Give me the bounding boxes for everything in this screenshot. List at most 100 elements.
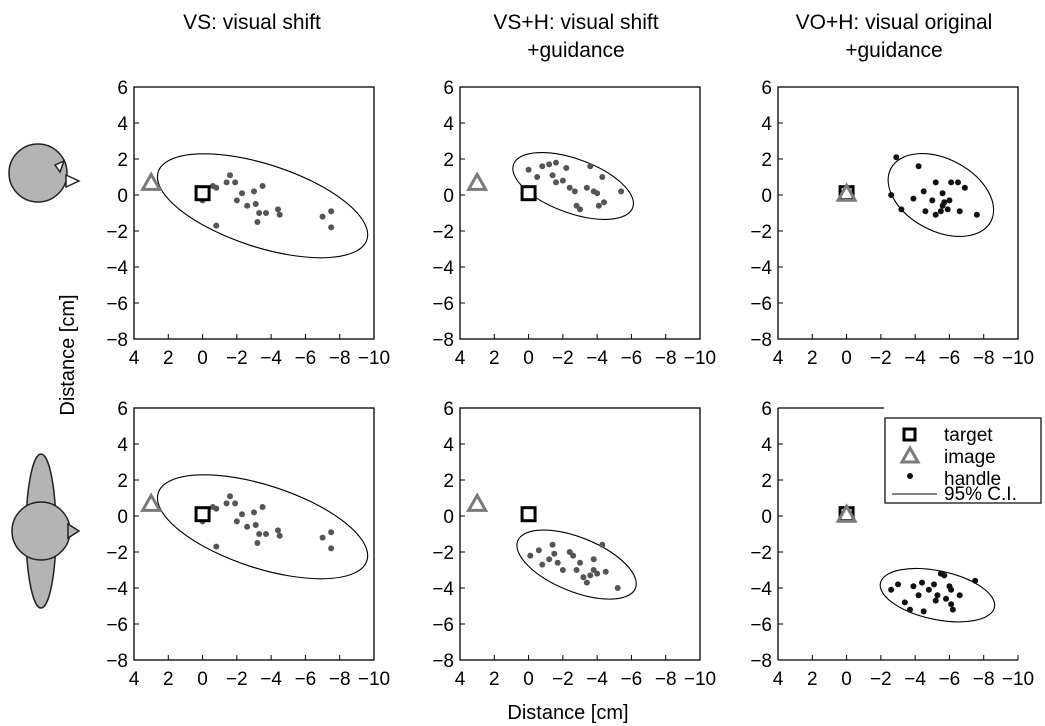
y-tick-label: −4	[750, 579, 772, 600]
handle-point	[946, 197, 953, 204]
handle-point	[256, 210, 263, 216]
y-tick-label: −8	[750, 651, 772, 672]
handle-point	[898, 206, 905, 213]
y-tick-label: 2	[761, 150, 772, 171]
handle-point	[925, 586, 932, 593]
y-tick-label: 2	[117, 471, 128, 492]
plot-frame	[133, 407, 375, 661]
handle-point	[319, 534, 326, 541]
plot-frame	[459, 86, 701, 340]
handle-point	[259, 504, 266, 510]
handle-point	[213, 222, 220, 229]
x-tick-label: −6	[295, 348, 317, 369]
x-tick-label: −4	[904, 348, 926, 369]
handle-point	[932, 597, 939, 604]
y-tick-label: −2	[750, 543, 772, 564]
handle-point	[223, 179, 230, 186]
column-titles: VS: visual shift VS+H: visual shift +gui…	[183, 11, 992, 62]
x-tick-label: −4	[586, 669, 608, 690]
handle-point	[956, 208, 963, 215]
y-axis-label: Distance [cm]	[57, 294, 79, 415]
col-title-1-line-1: VS: visual shift	[183, 11, 321, 34]
y-tick-label: 0	[117, 507, 128, 528]
handle-point	[943, 595, 949, 602]
handle-point	[328, 545, 335, 552]
y-tick-label: −8	[750, 330, 772, 351]
handle-point	[227, 493, 233, 500]
plot-frame	[133, 86, 375, 340]
handle-point	[535, 547, 542, 554]
handle-point	[254, 540, 261, 546]
y-tick-label: 6	[761, 78, 772, 99]
handle-point	[223, 500, 230, 507]
y-tick-label: 2	[443, 150, 454, 171]
handle-point	[614, 585, 621, 591]
x-tick-label: 4	[773, 669, 784, 690]
legend-label-ci: 95% C.I.	[944, 484, 1017, 505]
x-tick-label: −10	[684, 348, 716, 369]
handle-point	[546, 161, 553, 168]
handle-point	[922, 208, 929, 215]
x-tick-label: −6	[295, 669, 317, 690]
handle-point	[328, 529, 335, 536]
x-tick-label: 2	[489, 669, 500, 690]
image-marker	[140, 492, 163, 512]
legend-label-image: image	[944, 447, 996, 468]
x-tick-label: 0	[197, 669, 208, 690]
y-tick-label: −2	[106, 543, 128, 564]
handle-point	[599, 541, 606, 548]
handle-point	[941, 572, 948, 579]
handle-point	[948, 601, 955, 608]
target-marker	[520, 185, 537, 202]
handle-point	[263, 210, 269, 216]
x-tick-label: −4	[904, 669, 926, 690]
y-tick-label: 2	[443, 471, 454, 492]
handle-point	[328, 224, 335, 231]
handle-point	[525, 166, 532, 173]
handle-point	[232, 500, 239, 507]
handle-point	[275, 527, 281, 534]
x-tick-label: −2	[226, 669, 248, 690]
y-tick-label: −8	[106, 651, 128, 672]
y-tick-label: 4	[443, 435, 454, 456]
handle-point	[907, 606, 913, 613]
col-title-2-line-2: +guidance	[527, 39, 625, 62]
x-tick-label: 2	[807, 669, 818, 690]
image-marker	[466, 492, 489, 512]
handle-point	[601, 199, 607, 206]
x-tick-label: 4	[455, 348, 466, 369]
plot-frame	[777, 86, 1019, 340]
handle-point	[254, 219, 261, 225]
handle-point	[594, 190, 601, 197]
confidence-ellipse	[516, 529, 637, 600]
handle-point	[551, 550, 558, 557]
x-tick-label: −8	[655, 669, 677, 690]
handle-point	[573, 567, 580, 573]
handle-point	[244, 523, 251, 530]
handle-point	[239, 190, 245, 197]
x-tick-label: 4	[773, 348, 784, 369]
x-tick-label: −2	[226, 348, 248, 369]
handle-point	[949, 606, 956, 613]
x-tick-label: −2	[870, 669, 892, 690]
handle-point	[252, 522, 259, 528]
x-tick-label: −8	[655, 348, 677, 369]
x-tick-label: 4	[455, 669, 466, 690]
handle-point	[915, 163, 922, 170]
handle-point	[955, 179, 961, 186]
col-title-3-line-1: VO+H: visual original	[796, 11, 993, 34]
target-marker	[194, 506, 211, 523]
legend-target-marker	[902, 427, 917, 442]
confidence-ellipse	[156, 474, 369, 580]
handle-point	[244, 202, 251, 209]
y-tick-label: 6	[443, 78, 454, 99]
handle-point	[919, 579, 925, 586]
x-tick-label: −4	[260, 348, 282, 369]
x-tick-label: 0	[523, 348, 534, 369]
x-tick-label: −2	[870, 348, 892, 369]
handle-point	[328, 208, 335, 215]
